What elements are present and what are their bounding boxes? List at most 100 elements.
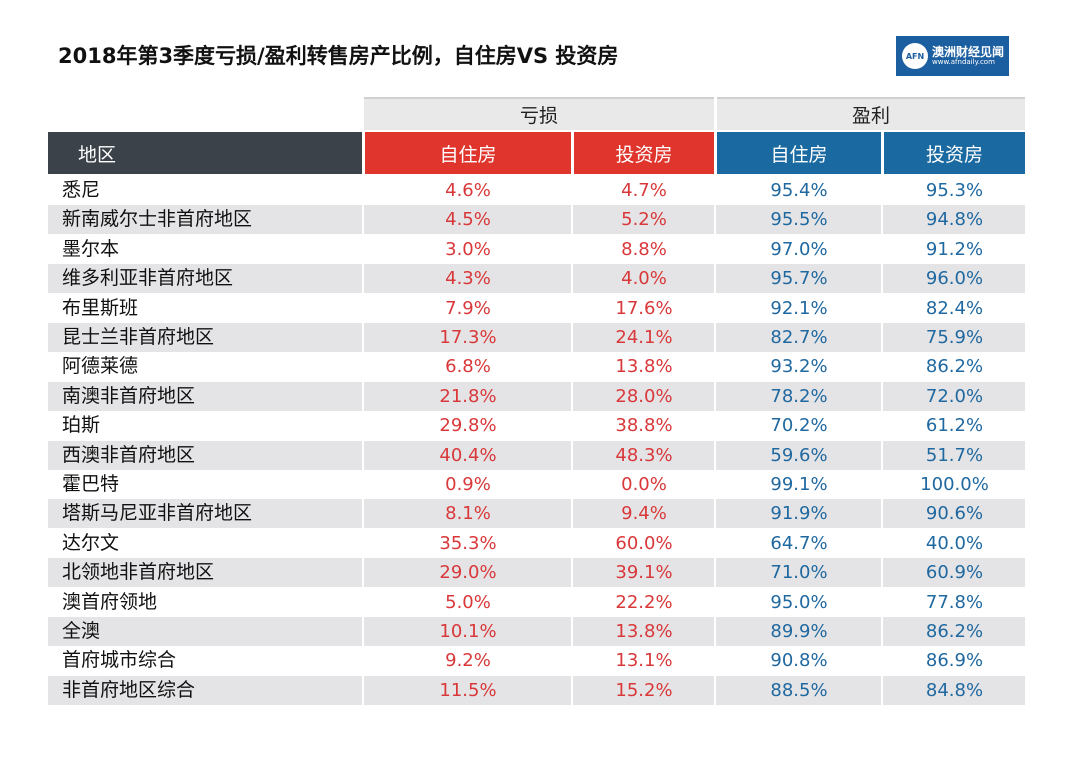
cell-profit-owner: 95.5% — [770, 209, 828, 231]
cell-profit-owner: 59.6% — [770, 444, 828, 466]
column-divider — [571, 528, 573, 558]
column-divider — [714, 646, 716, 676]
cell-region: 塔斯马尼亚非首府地区 — [62, 502, 253, 525]
column-divider — [362, 558, 364, 588]
cell-profit-investor: 40.0% — [925, 532, 984, 554]
cell-region: 悉尼 — [62, 179, 101, 201]
column-divider — [881, 646, 883, 676]
brand-logo: AFN 澳洲财经见闻 www.afndaily.com — [896, 36, 1009, 76]
column-divider — [714, 440, 716, 470]
column-divider — [571, 234, 573, 264]
column-divider — [362, 587, 364, 617]
column-divider — [571, 499, 573, 529]
column-header-region: 地区 — [48, 132, 362, 174]
cell-profit-investor: 61.2% — [925, 415, 984, 437]
cell-profit-owner: 78.2% — [770, 385, 828, 407]
table-row: 南澳非首府地区 21.8% 28.0% 78.2% 72.0% — [48, 381, 1025, 411]
cell-loss-investor: 24.1% — [615, 327, 673, 348]
column-divider — [362, 617, 364, 646]
chart-title: 2018年第3季度亏损/盈利转售房产比例，自住房VS 投资房 — [58, 44, 619, 68]
column-divider — [362, 528, 364, 558]
column-divider — [714, 264, 716, 294]
column-divider — [714, 234, 716, 264]
column-divider — [714, 293, 716, 323]
cell-loss-investor: 4.7% — [621, 180, 667, 201]
column-divider — [714, 617, 716, 646]
cell-profit-owner: 95.0% — [770, 591, 828, 613]
logo-text: 澳洲财经见闻 www.afndaily.com — [932, 45, 1004, 67]
column-divider — [362, 264, 364, 294]
column-divider — [881, 381, 883, 411]
cell-loss-investor: 22.2% — [615, 591, 673, 613]
column-divider — [714, 499, 716, 529]
column-divider — [571, 617, 573, 646]
cell-loss-owner: 9.2% — [445, 650, 491, 672]
cell-loss-owner: 4.5% — [445, 209, 491, 231]
column-divider — [881, 440, 883, 470]
column-divider — [881, 411, 883, 441]
column-divider — [881, 352, 883, 382]
cell-loss-investor: 38.8% — [615, 415, 673, 437]
table-row: 首府城市综合 9.2% 13.1% 90.8% 86.9% — [48, 646, 1025, 676]
table-row: 阿德莱德 6.8% 13.8% 93.2% 86.2% — [48, 352, 1025, 382]
cell-loss-owner: 35.3% — [439, 532, 497, 554]
cell-region: 南澳非首府地区 — [62, 384, 196, 407]
column-divider — [881, 205, 883, 235]
cell-profit-investor: 77.8% — [925, 591, 984, 613]
cell-loss-owner: 11.5% — [439, 679, 497, 701]
column-divider — [362, 675, 364, 705]
column-divider — [881, 176, 883, 205]
column-divider — [881, 675, 883, 705]
cell-loss-investor: 0.0% — [621, 474, 667, 495]
cell-loss-owner: 5.0% — [445, 591, 491, 613]
cell-loss-investor: 15.2% — [615, 679, 673, 701]
column-divider — [714, 205, 716, 235]
cell-profit-owner: 70.2% — [770, 415, 828, 437]
column-header-profit-investor: 投资房 — [884, 132, 1025, 174]
cell-loss-investor: 13.1% — [615, 650, 673, 672]
column-header-loss-owner: 自住房 — [365, 132, 571, 174]
cell-profit-owner: 92.1% — [770, 297, 828, 319]
column-divider — [362, 176, 364, 205]
cell-region: 布里斯班 — [62, 296, 139, 319]
cell-profit-investor: 96.0% — [925, 268, 984, 290]
cell-loss-investor: 8.8% — [621, 238, 667, 260]
table-row: 非首府地区综合 11.5% 15.2% 88.5% 84.8% — [48, 675, 1025, 705]
column-divider — [362, 293, 364, 323]
cell-profit-owner: 64.7% — [770, 532, 828, 554]
column-divider — [571, 646, 573, 676]
column-divider — [362, 411, 364, 441]
table-row: 悉尼 4.6% 4.7% 95.4% 95.3% — [48, 176, 1025, 205]
cell-region: 维多利亚非首府地区 — [62, 267, 234, 290]
cell-loss-owner: 4.6% — [445, 180, 491, 201]
cell-loss-investor: 4.0% — [621, 268, 667, 290]
logo-url: www.afndaily.com — [932, 57, 995, 66]
column-divider — [362, 381, 364, 411]
group-label-loss: 亏损 — [519, 105, 558, 127]
table-row: 北领地非首府地区 29.0% 39.1% 71.0% 60.9% — [48, 558, 1025, 588]
cell-profit-investor: 86.2% — [925, 621, 984, 642]
column-divider — [714, 176, 716, 205]
column-divider — [714, 352, 716, 382]
cell-profit-investor: 86.9% — [925, 650, 984, 672]
cell-profit-owner: 82.7% — [770, 327, 828, 348]
cell-loss-investor: 5.2% — [621, 209, 667, 231]
column-divider — [362, 205, 364, 235]
cell-profit-investor: 51.7% — [925, 444, 984, 466]
cell-region: 非首府地区综合 — [62, 678, 196, 701]
column-divider — [571, 205, 573, 235]
column-divider — [714, 558, 716, 588]
cell-profit-investor: 94.8% — [925, 209, 984, 231]
cell-profit-investor: 75.9% — [925, 327, 984, 348]
cell-profit-investor: 82.4% — [925, 297, 984, 319]
column-divider — [714, 323, 716, 352]
column-divider — [571, 587, 573, 617]
group-label-profit: 盈利 — [851, 105, 890, 127]
cell-region: 珀斯 — [62, 414, 101, 437]
cell-profit-owner: 88.5% — [770, 679, 828, 701]
column-divider — [714, 675, 716, 705]
cell-profit-investor: 60.9% — [925, 562, 984, 584]
cell-profit-investor: 86.2% — [925, 356, 984, 378]
cell-region: 墨尔本 — [62, 237, 120, 260]
